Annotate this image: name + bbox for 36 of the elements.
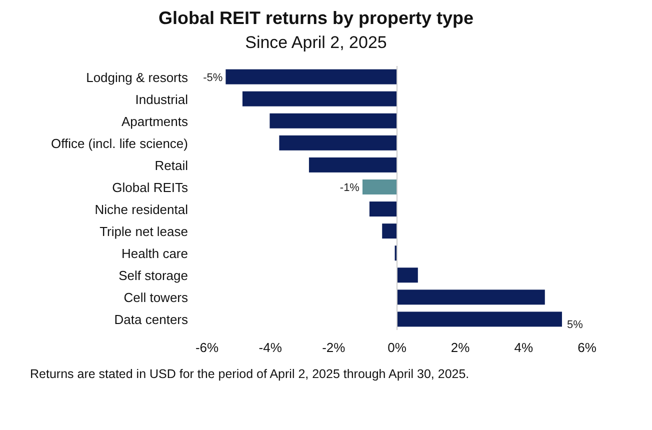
x-tick-label: 0% bbox=[388, 340, 407, 355]
chart-subtitle: Since April 2, 2025 bbox=[245, 33, 387, 52]
y-tick-label: Data centers bbox=[114, 312, 188, 328]
x-tick-label: -2% bbox=[322, 340, 346, 355]
bar bbox=[397, 268, 418, 283]
bar bbox=[226, 69, 397, 84]
bar bbox=[397, 312, 562, 327]
text: Returns are stated in USD for the period of April 2, 2025 through April 30, 2025. bbox=[30, 367, 470, 381]
y-tick-label: Niche residental bbox=[94, 202, 188, 218]
y-tick-label: Global REITs bbox=[112, 180, 188, 195]
y-tick-label: Triple net lease bbox=[100, 224, 188, 240]
bar bbox=[308, 157, 397, 172]
x-tick-label: -4% bbox=[258, 340, 282, 355]
chart-title: Global REIT returns by property type bbox=[158, 8, 474, 28]
bar bbox=[242, 91, 397, 106]
x-tick-label: 2% bbox=[450, 340, 470, 355]
data-label: -1% bbox=[340, 182, 360, 194]
y-tick-label: Health care bbox=[122, 246, 188, 262]
data-label: -5% bbox=[203, 72, 223, 84]
bar bbox=[362, 179, 397, 194]
bar bbox=[382, 224, 397, 239]
data-label: 5% bbox=[566, 319, 584, 332]
bar bbox=[369, 202, 397, 217]
x-tick-label: 4% bbox=[514, 340, 534, 355]
x-tick-label: 6% bbox=[578, 340, 597, 355]
y-tick-label: Retail bbox=[154, 158, 188, 173]
y-tick-label: Cell towers bbox=[124, 290, 188, 306]
x-tick-label: -6% bbox=[195, 340, 219, 355]
bar bbox=[270, 113, 397, 128]
bar bbox=[279, 135, 397, 150]
y-tick-label: Industrial bbox=[135, 92, 188, 107]
y-tick-label: Lodging & resorts bbox=[86, 70, 188, 85]
y-tick-label: Apartments bbox=[122, 114, 188, 129]
bar bbox=[397, 290, 545, 305]
y-tick-label: Office (incl. life science) bbox=[50, 136, 188, 151]
y-tick-label: Self storage bbox=[118, 268, 188, 284]
